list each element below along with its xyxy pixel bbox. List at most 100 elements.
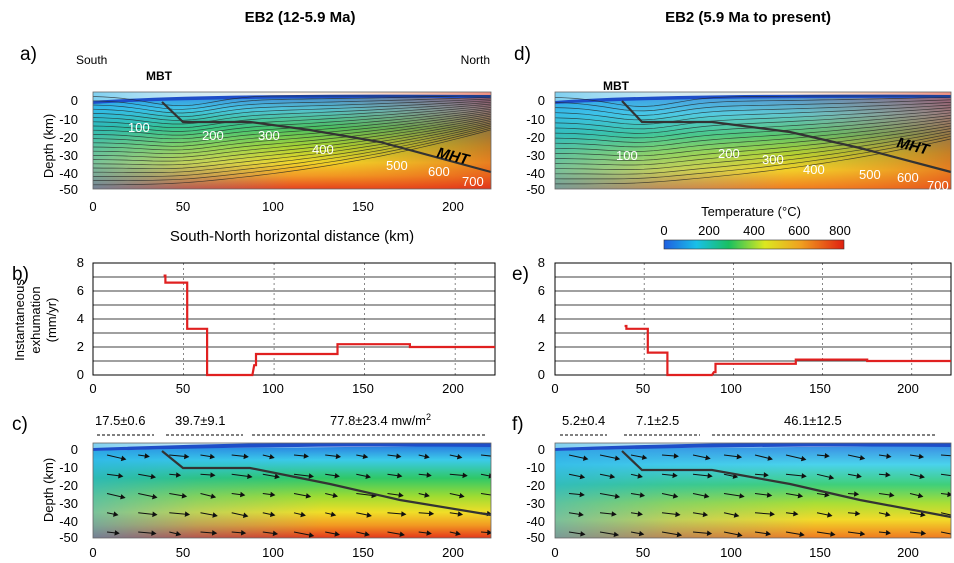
velocity-arrow-head [270, 491, 276, 498]
distance-tick: 150 [352, 381, 374, 396]
velocity-arrow-head [269, 453, 275, 460]
exhumation-series-e [624, 324, 951, 377]
exhumation-label-line3: (mm/yr) [44, 298, 59, 343]
velocity-arrow-head [824, 453, 830, 459]
velocity-arrow-head [885, 472, 891, 478]
velocity-arrow-head [736, 453, 743, 460]
panel-e-letter: e) [512, 264, 529, 285]
isotherm-contour [555, 128, 951, 166]
isotherm-labels-d: 100 200 300 400 500 600 700 [616, 146, 949, 193]
isotherm-contour [555, 107, 951, 130]
distance-tick: 0 [89, 545, 96, 560]
distance-tick: 50 [636, 545, 650, 560]
velocity-arrow [480, 454, 491, 457]
velocity-arrow-head [830, 531, 836, 537]
velocity-arrow-head [824, 491, 830, 498]
velocity-arrow-head [210, 472, 216, 478]
isotherm-contour [93, 124, 491, 173]
distance-tick: 150 [352, 199, 374, 214]
velocity-arrow-head [637, 473, 643, 479]
velocity-arrow-head [462, 472, 468, 479]
isotherm-400-a: 400 [312, 142, 334, 157]
velocity-arrow-head [426, 472, 432, 478]
velocity-arrow-head [303, 453, 309, 459]
exhumation-tick: 0 [538, 367, 545, 382]
velocity-arrow-head [859, 530, 866, 537]
velocity-arrow-head [739, 493, 745, 499]
velocity-arrow-head [918, 453, 925, 460]
isotherm-contour [93, 101, 491, 125]
velocity-arrow-head [330, 511, 337, 517]
depth-ticks-d: 0 -10 -20 -30 -40 -50 [526, 93, 545, 197]
distance-ticks-f: 0 50 100 150 200 [551, 545, 918, 560]
velocity-arrow-head [639, 492, 646, 498]
velocity-arrow-head [705, 454, 711, 461]
isotherm-contour [555, 130, 951, 170]
velocity-arrow-head [676, 531, 683, 538]
exhumation-tick: 6 [77, 283, 84, 298]
velocity-arrow-head [582, 455, 589, 461]
velocity-arrow-head [396, 453, 402, 459]
depth-tick: 0 [538, 93, 545, 108]
isotherm-100-a: 100 [128, 120, 150, 135]
velocity-arrow-head [885, 530, 892, 536]
depth-tick: 0 [538, 442, 545, 457]
heat-flow-f-2: 7.1±2.5 [636, 413, 679, 428]
isotherm-contour [93, 113, 491, 151]
depth-tick: -10 [59, 112, 78, 127]
isotherm-contour [93, 117, 491, 158]
velocity-arrow-head [797, 492, 804, 499]
velocity-arrow-head [300, 511, 306, 518]
velocity-arrow-head [637, 511, 643, 517]
isotherm-500-d: 500 [859, 167, 881, 182]
fault-line-c [161, 450, 492, 517]
depth-tick: -30 [526, 496, 545, 511]
depth-tick: -40 [526, 166, 545, 181]
heat-flow-c-3: 77.8±23.4 mw/m2 [330, 412, 431, 428]
velocity-section-f [555, 443, 951, 538]
exhumation-ticks-e: 0 2 4 6 8 [538, 255, 545, 382]
velocity-arrow [940, 531, 951, 535]
velocity-arrow-head [175, 472, 182, 478]
isotherm-contour [555, 96, 951, 112]
velocity-arrow-head [579, 491, 585, 498]
velocity-arrow-head [210, 493, 217, 499]
isotherm-contour [93, 95, 491, 110]
colorbar-tick: 200 [698, 223, 720, 238]
velocity-arrow-head [396, 472, 403, 479]
velocity-arrow-head [269, 511, 276, 518]
exhumation-tick: 2 [77, 339, 84, 354]
isotherm-contour [93, 103, 491, 129]
velocity-arrow [480, 473, 491, 477]
isotherm-contour [93, 107, 491, 136]
distance-ticks-c: 0 50 100 150 200 [89, 545, 463, 560]
velocity-section-c [93, 443, 491, 538]
velocity-arrow-head [611, 511, 617, 517]
velocity-arrow-head [885, 511, 891, 517]
velocity-arrow-head [853, 491, 860, 497]
velocity-arrow-head [613, 531, 620, 538]
velocity-arrow-head [707, 473, 713, 479]
velocity-arrow-head [272, 530, 279, 537]
depth-axis-label-a: Depth (km) [41, 114, 56, 178]
velocity-arrow-head [240, 530, 247, 536]
velocity-arrow-head [917, 492, 924, 499]
heat-flow-f-1: 5.2±0.4 [562, 413, 605, 428]
right-column-title: EB2 (5.9 Ma to present) [665, 9, 831, 26]
depth-ticks-a: 0 -10 -20 -30 -40 -50 [59, 93, 78, 197]
panel-f-letter: f) [512, 414, 524, 435]
velocity-arrow-head [211, 530, 218, 536]
panel-e-frame [554, 262, 952, 376]
velocity-arrow-head [638, 530, 645, 537]
velocity-arrow-head [487, 529, 491, 536]
exhumation-series-b [163, 274, 495, 377]
exhumation-tick: 4 [77, 311, 84, 326]
distance-tick: 100 [262, 545, 284, 560]
velocity-arrow [940, 512, 951, 516]
distance-ticks-b: 0 50 100 150 200 [89, 381, 463, 396]
fault-line-f [621, 450, 952, 519]
isotherm-contour [555, 120, 951, 152]
velocity-arrow-head [799, 531, 805, 538]
colorbar-tick: 800 [829, 223, 851, 238]
colorbar-tick: 600 [788, 223, 810, 238]
